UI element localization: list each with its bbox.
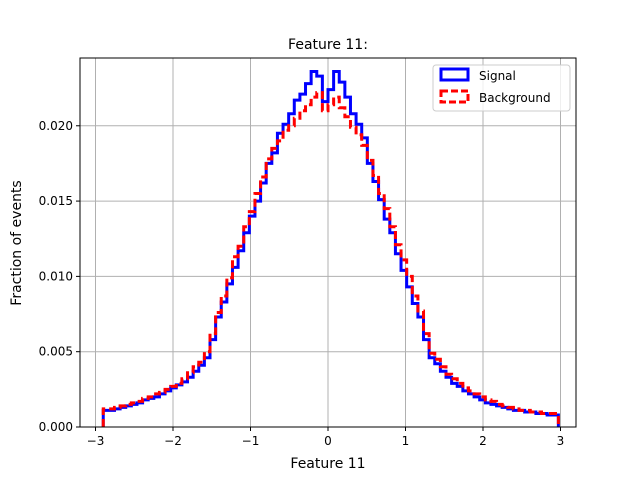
series-background-step [101,91,560,427]
x-tick-label: 0 [324,434,332,448]
x-axis-ticks: −3 −2 −1 0 1 2 3 [87,427,565,448]
x-axis-label: Feature 11 [290,456,365,472]
y-tick-label: 0.015 [39,194,73,208]
x-tick-label: −1 [242,434,260,448]
legend-label-signal: Signal [479,69,516,83]
legend-label-background: Background [479,91,551,105]
y-axis-ticks: 0.000 0.005 0.010 0.015 0.020 [39,119,80,434]
series-signal-step [101,70,560,427]
y-tick-label: 0.020 [39,119,73,133]
x-tick-label: 3 [557,434,565,448]
x-tick-label: −2 [164,434,182,448]
x-tick-label: −3 [87,434,105,448]
series-layer [101,70,560,427]
x-tick-label: 1 [402,434,410,448]
y-tick-label: 0.000 [39,420,73,434]
y-tick-label: 0.010 [39,269,73,283]
chart-title: Feature 11: [288,37,368,53]
legend: Signal Background [432,64,571,112]
legend-swatch-signal [439,67,470,82]
y-axis-label: Fraction of events [9,180,25,305]
x-tick-label: 2 [479,434,487,448]
legend-swatch-background [439,89,470,104]
y-tick-label: 0.005 [39,345,73,359]
